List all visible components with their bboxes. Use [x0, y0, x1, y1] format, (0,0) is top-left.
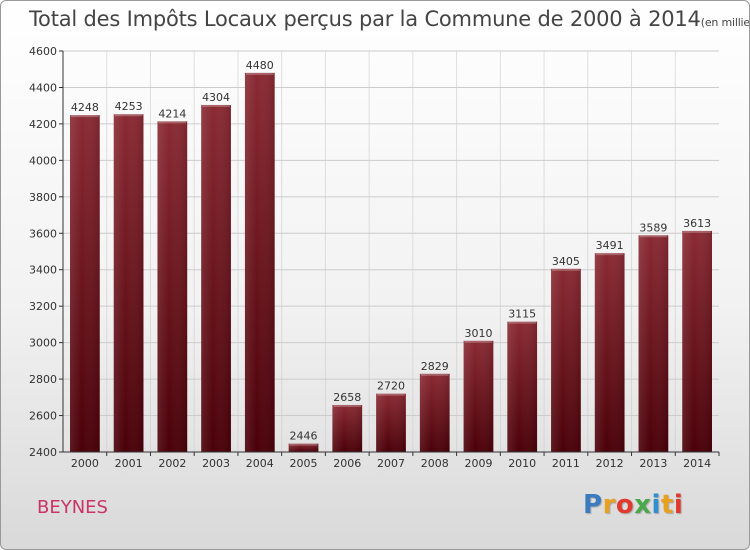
bar-highlight: [552, 268, 580, 271]
bar-shine: [244, 72, 275, 452]
x-tick-label: 2004: [246, 457, 274, 470]
y-tick-label: 3200: [29, 300, 57, 313]
data-label: 4480: [246, 59, 274, 72]
bar-highlight: [464, 340, 493, 343]
x-tick-label: 2007: [377, 457, 405, 470]
data-label: 3405: [552, 255, 580, 268]
bar-highlight: [70, 115, 99, 118]
y-tick-label: 2400: [29, 446, 57, 459]
bar-shine: [113, 114, 144, 453]
x-tick-label: 2006: [333, 457, 361, 470]
data-label: 3115: [508, 308, 536, 321]
bar-highlight: [202, 104, 230, 107]
y-tick-label: 3600: [29, 227, 57, 240]
x-tick-label: 2009: [464, 457, 492, 470]
x-tick-label: 2012: [596, 457, 624, 470]
bar-shine: [463, 340, 494, 452]
bar-highlight: [420, 373, 449, 376]
bar-shine: [682, 230, 713, 452]
y-tick-label: 3800: [29, 191, 57, 204]
y-tick-label: 3400: [29, 264, 57, 277]
bar-shine: [638, 235, 669, 452]
bar-shine: [201, 104, 231, 452]
x-tick-label: 2010: [508, 457, 536, 470]
data-label: 4248: [71, 101, 99, 114]
data-label: 4214: [158, 107, 186, 120]
data-label: 3589: [639, 221, 667, 234]
data-label: 2446: [290, 430, 318, 443]
bar-highlight: [377, 393, 405, 396]
bar-shine: [594, 253, 625, 452]
bar-highlight: [508, 321, 537, 324]
y-tick-label: 2800: [29, 373, 57, 386]
y-tick-label: 4000: [29, 154, 57, 167]
chart-title-main: Total des Impôts Locaux perçus par la Co…: [29, 7, 701, 31]
x-tick-label: 2014: [683, 457, 711, 470]
y-tick-label: 2600: [29, 410, 57, 423]
data-label: 4253: [115, 100, 143, 113]
axes: 2400 2600 2800 3000 3200 3400 3600 3800 4000 4200…: [29, 45, 720, 470]
data-label: 2720: [377, 380, 405, 393]
bar-highlight: [245, 72, 274, 75]
bar-shine: [69, 115, 100, 452]
bar-shine: [157, 121, 188, 452]
x-tick-label: 2008: [421, 457, 449, 470]
bar-highlight: [158, 121, 187, 124]
bar-shine: [419, 373, 450, 452]
bar-shine: [551, 268, 581, 452]
commune-name: BEYNES: [37, 497, 108, 518]
x-tick-label: 2001: [115, 457, 143, 470]
bar-highlight: [639, 235, 668, 238]
x-tick-label: 2002: [158, 457, 186, 470]
bar-highlight: [289, 443, 318, 446]
y-tick-label: 4600: [29, 45, 57, 58]
data-label: 4304: [202, 91, 230, 104]
bars: [69, 72, 713, 453]
bar-highlight: [333, 404, 362, 407]
bar-highlight: [683, 230, 712, 233]
bar-shine: [507, 321, 538, 452]
bar-shine: [376, 393, 406, 452]
bar-highlight: [114, 114, 143, 117]
data-label: 2829: [421, 360, 449, 373]
data-labels: 4248 4253 4214 4304 4480 2446 2658 2720 2829 3010…: [71, 59, 711, 443]
y-tick-label: 4200: [29, 118, 57, 131]
chart-title-unit: (en milliers d'€): [700, 16, 750, 29]
data-label: 3613: [683, 217, 711, 230]
bar-highlight: [595, 253, 624, 256]
y-tick-label: 3000: [29, 337, 57, 350]
x-tick-label: 2003: [202, 457, 230, 470]
x-tick-label: 2005: [290, 457, 318, 470]
data-label: 3491: [596, 239, 624, 252]
chart-title: Total des Impôts Locaux perçus par la Co…: [29, 7, 750, 31]
x-tick-label: 2000: [71, 457, 99, 470]
y-tick-label: 4400: [29, 81, 57, 94]
data-label: 3010: [464, 327, 492, 340]
data-label: 2658: [333, 391, 361, 404]
bar-shine: [332, 404, 363, 452]
proxiti-logo: Proxiti: [583, 490, 684, 520]
x-tick-label: 2011: [552, 457, 580, 470]
bar-shine: [288, 443, 319, 452]
x-tick-label: 2013: [639, 457, 667, 470]
